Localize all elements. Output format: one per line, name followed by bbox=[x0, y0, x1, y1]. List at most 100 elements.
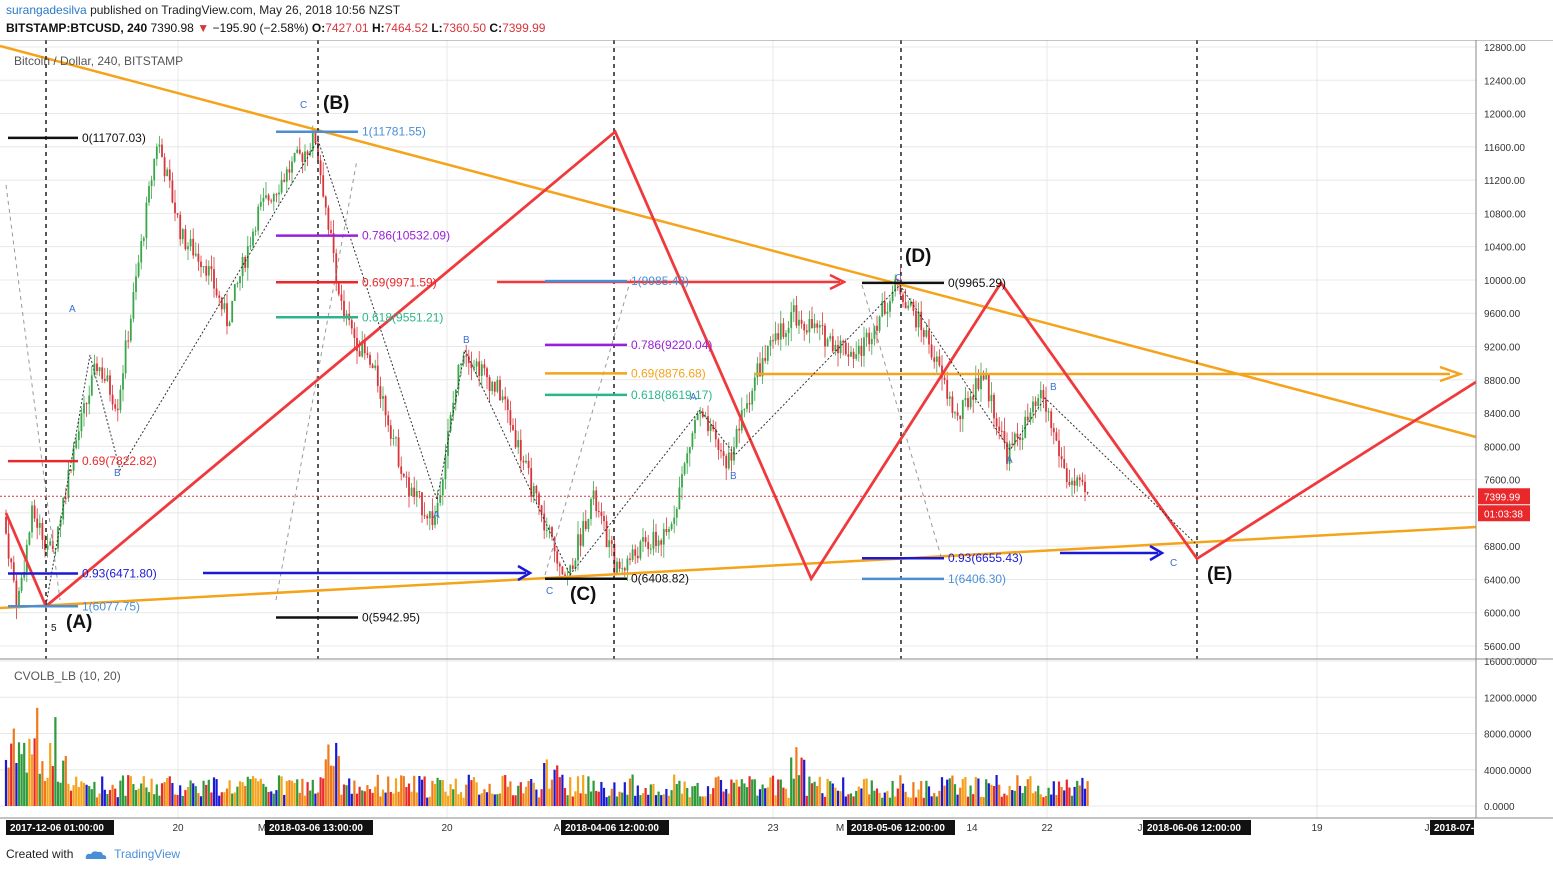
candle-body bbox=[636, 555, 639, 559]
volume-bar bbox=[498, 793, 502, 806]
volume-bar bbox=[262, 783, 265, 806]
volume-bar bbox=[972, 794, 975, 806]
volume-bar bbox=[340, 794, 343, 806]
volume-bar bbox=[652, 783, 655, 806]
candle-body bbox=[478, 361, 481, 376]
volume-bar bbox=[158, 795, 161, 806]
volume-bar bbox=[886, 791, 889, 806]
candle-body bbox=[129, 318, 132, 341]
volume-bar bbox=[985, 779, 988, 806]
volume-bar bbox=[155, 784, 158, 806]
candle-body bbox=[993, 394, 995, 419]
volume-bar bbox=[4, 759, 8, 806]
volume-indicator-label: CVOLB_LB (10, 20) bbox=[14, 669, 121, 683]
volume-bar bbox=[714, 777, 717, 806]
volume-bar bbox=[595, 790, 598, 806]
volume-bar bbox=[176, 794, 179, 806]
time-partial-label: M bbox=[258, 823, 266, 834]
volume-bar bbox=[459, 792, 463, 806]
volume-bar bbox=[103, 789, 106, 806]
candle-body bbox=[967, 398, 969, 408]
candle-body bbox=[553, 536, 556, 552]
low-label: L: bbox=[431, 21, 443, 35]
volume-bar bbox=[77, 787, 80, 806]
volume-bar bbox=[769, 777, 772, 806]
candle-body bbox=[660, 540, 663, 545]
volume-bar bbox=[493, 794, 496, 806]
candle-body bbox=[961, 400, 964, 420]
sub-wave-label: A bbox=[1006, 455, 1013, 466]
candle-body bbox=[93, 363, 96, 376]
volume-bar bbox=[444, 791, 447, 806]
candle-body bbox=[283, 179, 286, 182]
volume-bar bbox=[329, 765, 333, 806]
candle-body bbox=[137, 262, 140, 277]
candle-body bbox=[171, 180, 174, 203]
drawings: 0(11707.03) 0.69(7822.82) 0.93(6471.80) 1(6… bbox=[0, 40, 1477, 659]
candle-body bbox=[309, 151, 312, 156]
volume-bar bbox=[293, 782, 296, 806]
fib-level-label: 1(6406.30) bbox=[948, 572, 1006, 586]
candle-body bbox=[915, 310, 917, 328]
volume-bar bbox=[839, 791, 842, 806]
candle-body bbox=[543, 513, 546, 531]
fib-level-label: 0(6408.82) bbox=[631, 572, 689, 586]
volume-bar bbox=[712, 788, 715, 806]
volume-bar bbox=[272, 793, 275, 806]
volume-bar bbox=[912, 782, 915, 806]
candle-body bbox=[454, 389, 457, 403]
candle-body bbox=[124, 340, 127, 374]
candle-body bbox=[712, 425, 715, 430]
candle-body bbox=[514, 430, 517, 448]
candle-body bbox=[1034, 401, 1037, 406]
volume-bar bbox=[470, 780, 473, 806]
candle-body bbox=[174, 202, 176, 214]
volume-bar bbox=[792, 778, 795, 806]
volume-bar bbox=[277, 775, 281, 806]
volume-bar bbox=[350, 793, 353, 806]
candle-body bbox=[886, 311, 889, 314]
volume-bar bbox=[283, 794, 286, 806]
candle-body bbox=[504, 396, 507, 400]
candle-body bbox=[811, 319, 813, 329]
author-link[interactable]: surangadesilva bbox=[6, 3, 87, 17]
candle-body bbox=[267, 195, 270, 201]
candle-body bbox=[335, 253, 338, 284]
candle-body bbox=[722, 451, 725, 457]
volume-bar bbox=[1070, 795, 1074, 806]
fib-level-label: 0.69(7822.82) bbox=[82, 454, 157, 468]
candle-body bbox=[530, 468, 533, 497]
candle-body bbox=[998, 426, 1001, 431]
tradingview-link[interactable]: TradingView bbox=[114, 847, 181, 861]
volume-bar bbox=[379, 796, 382, 806]
wave-label: (B) bbox=[323, 93, 349, 114]
volume-bar bbox=[194, 786, 197, 806]
volume-bar bbox=[114, 788, 117, 806]
candle-body bbox=[127, 340, 130, 342]
tradingview-logo-icon bbox=[85, 851, 106, 859]
candle-body bbox=[467, 356, 470, 364]
candle-body bbox=[384, 396, 387, 416]
candle-body bbox=[946, 379, 949, 399]
volume-bar bbox=[270, 791, 273, 806]
candle-body bbox=[187, 246, 189, 250]
volume-bar bbox=[1008, 785, 1011, 806]
high-label: H: bbox=[371, 21, 385, 35]
candle-body bbox=[148, 186, 150, 203]
volume-bar bbox=[23, 742, 26, 806]
volume-bar bbox=[506, 786, 509, 806]
candle-body bbox=[239, 276, 241, 284]
candle-body bbox=[948, 396, 951, 399]
volume-bar bbox=[15, 762, 18, 806]
volume-bar bbox=[337, 755, 340, 806]
price-chart[interactable]: 0(11707.03) 0.69(7822.82) 0.93(6471.80) 1(6… bbox=[0, 40, 1553, 840]
candle-body bbox=[603, 515, 605, 522]
volume-bar bbox=[673, 774, 676, 806]
candle-body bbox=[748, 403, 751, 405]
volume-bar bbox=[545, 759, 548, 806]
candle-body bbox=[639, 541, 642, 559]
volume-bar bbox=[870, 780, 873, 806]
candle-body bbox=[49, 541, 52, 546]
volume-bar bbox=[995, 775, 998, 806]
volume-bar bbox=[680, 793, 684, 806]
